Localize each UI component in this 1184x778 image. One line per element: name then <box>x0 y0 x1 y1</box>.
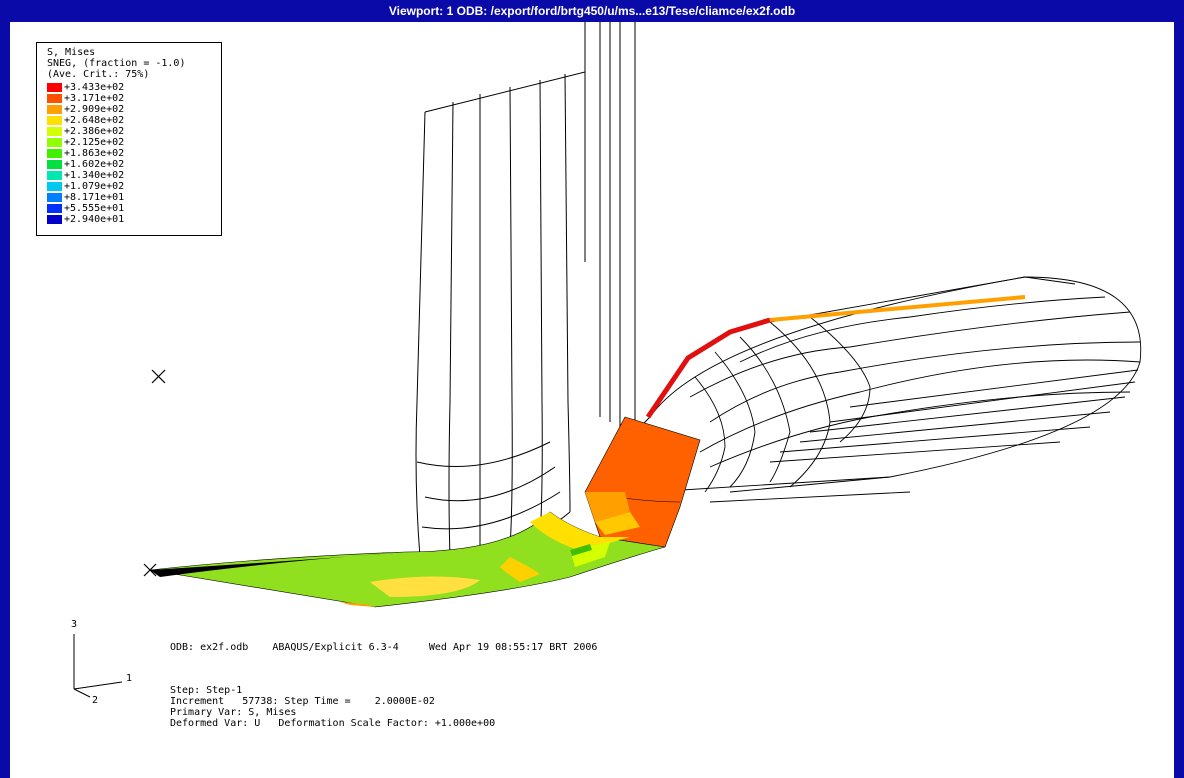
legend-value: +2.909e+02 <box>64 104 125 115</box>
flange-contours <box>149 492 666 608</box>
legend-swatch <box>47 116 62 125</box>
legend-row: +1.079e+02 <box>47 181 124 192</box>
legend-swatch <box>47 149 62 158</box>
legend-row: +3.171e+02 <box>47 93 124 104</box>
legend-row: +3.433e+02 <box>47 82 124 93</box>
legend-swatch <box>47 105 62 114</box>
legend-row: +8.171e+01 <box>47 192 124 203</box>
legend-value: +3.433e+02 <box>64 82 125 93</box>
legend-swatch <box>47 193 62 202</box>
legend-row: +1.340e+02 <box>47 170 124 181</box>
legend-swatch <box>47 94 62 103</box>
primary-var-label: Primary Var: S, Mises <box>170 707 297 718</box>
peak-stress-edge <box>645 317 771 419</box>
legend-row: +2.940e+01 <box>47 214 124 225</box>
legend-row: +2.909e+02 <box>47 104 124 115</box>
legend-swatch <box>47 160 62 169</box>
legend-value: +2.648e+02 <box>64 115 125 126</box>
triad-label-2: 2 <box>92 695 99 706</box>
triad-label-3: 3 <box>71 619 78 630</box>
increment-label: Increment 57738: Step Time = 2.0000E-02 <box>170 696 435 707</box>
legend-row: +2.648e+02 <box>47 115 124 126</box>
legend-swatch <box>47 138 62 147</box>
legend-row: +1.602e+02 <box>47 159 124 170</box>
legend-value: +2.125e+02 <box>64 137 125 148</box>
deformed-var-label: Deformed Var: U Deformation Scale Factor… <box>170 718 496 729</box>
legend-title: S, Mises <box>47 47 96 58</box>
legend-row: +2.125e+02 <box>47 137 124 148</box>
axis-triad <box>73 634 123 698</box>
legend-swatch <box>47 182 62 191</box>
legend-value: +1.863e+02 <box>64 148 125 159</box>
legend-swatch <box>47 127 62 136</box>
legend-subtitle: SNEG, (fraction = -1.0) <box>47 58 186 69</box>
viewport-title: Viewport: 1 ODB: /export/ford/brtg450/u/… <box>388 4 796 18</box>
legend-value: +1.079e+02 <box>64 181 125 192</box>
legend-row: +5.555e+01 <box>47 203 124 214</box>
step-label: Step: Step-1 <box>170 685 243 696</box>
legend-value: +3.171e+02 <box>64 93 125 104</box>
legend-swatch <box>47 204 62 213</box>
contour-legend: S, Mises SNEG, (fraction = -1.0) (Ave. C… <box>36 42 222 236</box>
legend-swatch <box>47 171 62 180</box>
legend-row: +2.386e+02 <box>47 126 124 137</box>
legend-value: +2.940e+01 <box>64 214 125 225</box>
odb-info-line: ODB: ex2f.odb ABAQUS/Explicit 6.3-4 Wed … <box>170 642 598 653</box>
legend-avg-crit: (Ave. Crit.: 75%) <box>47 69 150 80</box>
model-render[interactable] <box>10 22 1174 778</box>
legend-row: +1.863e+02 <box>47 148 124 159</box>
legend-value: +8.171e+01 <box>64 192 125 203</box>
triad-label-1: 1 <box>126 673 133 684</box>
viewport-canvas[interactable]: S, Mises SNEG, (fraction = -1.0) (Ave. C… <box>10 22 1174 778</box>
high-stress-band <box>769 295 1026 322</box>
legend-swatch <box>47 83 62 92</box>
legend-value: +2.386e+02 <box>64 126 125 137</box>
node-marker <box>143 369 166 577</box>
legend-value: +1.340e+02 <box>64 170 125 181</box>
flared-cone <box>649 276 1142 503</box>
legend-value: +1.602e+02 <box>64 159 125 170</box>
legend-swatch <box>47 215 62 224</box>
legend-value: +5.555e+01 <box>64 203 125 214</box>
